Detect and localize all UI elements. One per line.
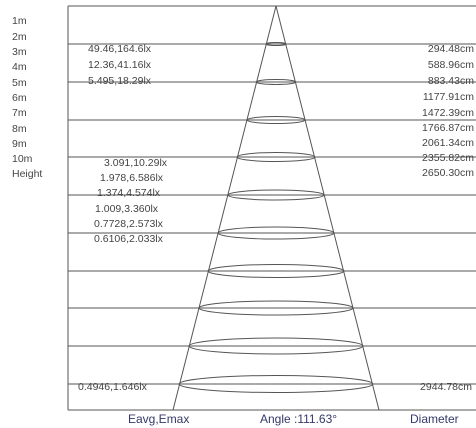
diameter-labels: 294.48cm 588.96cm 883.43cm 1177.91cm 147… bbox=[420, 43, 474, 393]
illuminance-label-8m: 0.7728,2.573lx bbox=[94, 218, 164, 230]
illuminance-label-3m: 5.495,18.29lx bbox=[88, 75, 152, 87]
beam-ellipse-3 bbox=[246, 116, 306, 124]
height-label-1m: 1m bbox=[12, 15, 27, 27]
diameter-label-9m: 2650.30cm bbox=[422, 167, 474, 179]
diameter-label-10m: 2944.78cm bbox=[420, 381, 472, 393]
height-label-5m: 5m bbox=[12, 77, 27, 89]
diameter-label-6m: 1766.87cm bbox=[422, 122, 474, 134]
height-label-7m: 7m bbox=[12, 107, 27, 119]
illuminance-label-1m: 49.46,164.6lx bbox=[88, 43, 152, 55]
illuminance-label-2m: 12.36,41.16lx bbox=[88, 59, 152, 71]
diameter-label-2m: 588.96cm bbox=[428, 59, 474, 71]
height-label-4m: 4m bbox=[12, 61, 27, 73]
height-label-6m: 6m bbox=[12, 92, 27, 104]
height-label-8m: 8m bbox=[12, 123, 27, 135]
illuminance-label-7m: 1.009,3.360lx bbox=[95, 203, 159, 215]
beam-ellipse-6 bbox=[217, 226, 335, 240]
height-label-3m: 3m bbox=[12, 46, 27, 58]
illuminance-label-10m: 0.4946,1.646lx bbox=[78, 381, 148, 393]
diameter-label-5m: 1472.39cm bbox=[422, 107, 474, 119]
illuminance-label-4m: 3.091,10.29lx bbox=[104, 157, 168, 169]
height-axis-title: Height bbox=[12, 168, 42, 180]
illuminance-label-5m: 1.978,6.586lx bbox=[100, 172, 164, 184]
diameter-label-7m: 2061.34cm bbox=[422, 137, 474, 149]
cone-left-edge bbox=[172, 5, 277, 411]
beam-ellipse-8 bbox=[198, 300, 354, 316]
beam-ellipse-4 bbox=[236, 152, 316, 162]
beam-ellipse-7 bbox=[207, 264, 345, 278]
height-label-10m: 10m bbox=[12, 153, 33, 165]
angle-caption: Angle :111.63° bbox=[260, 412, 337, 426]
diameter-label-8m: 2355.82cm bbox=[422, 152, 474, 164]
beam-ellipse-2 bbox=[255, 79, 297, 85]
diameter-label-3m: 883.43cm bbox=[428, 75, 474, 87]
beam-ellipse-9 bbox=[188, 337, 364, 355]
diameter-label-4m: 1177.91cm bbox=[423, 91, 474, 103]
illuminance-labels: 49.46,164.6lx 12.36,41.16lx 5.495,18.29l… bbox=[78, 43, 168, 393]
illuminance-label-9m: 0.6106,2.033lx bbox=[94, 233, 164, 245]
height-label-2m: 2m bbox=[12, 31, 27, 43]
cone-right-edge bbox=[275, 5, 380, 411]
level-lines bbox=[68, 43, 476, 385]
illuminance-label-6m: 1.374,4.574lx bbox=[97, 187, 161, 199]
diameter-label-1m: 294.48cm bbox=[428, 43, 474, 55]
illuminance-caption: Eavg,Emax bbox=[128, 412, 189, 426]
beam-ellipse-1 bbox=[265, 42, 287, 46]
beam-ellipse-5 bbox=[227, 189, 325, 201]
beam-cone bbox=[172, 5, 380, 411]
height-label-9m: 9m bbox=[12, 138, 27, 150]
diameter-caption: Diameter bbox=[410, 412, 459, 426]
height-axis: 1m 2m 3m 4m 5m 6m 7m 8m 9m 10m Height bbox=[12, 15, 42, 180]
beam-ellipse-10 bbox=[178, 375, 374, 393]
